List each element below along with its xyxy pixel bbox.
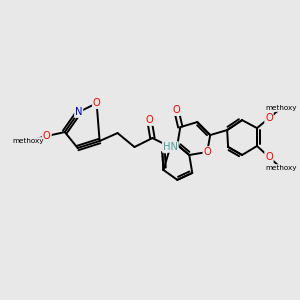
Text: O: O (43, 131, 51, 141)
Text: O: O (43, 131, 51, 141)
Text: O: O (203, 147, 211, 157)
Text: methoxy: methoxy (12, 138, 43, 144)
Text: methoxy: methoxy (265, 105, 297, 111)
Text: O: O (146, 115, 153, 125)
Text: methoxy: methoxy (13, 138, 43, 144)
Text: O: O (93, 98, 101, 108)
Text: O: O (265, 152, 273, 162)
Text: methoxy: methoxy (13, 138, 43, 144)
Text: N: N (75, 107, 82, 117)
Text: methoxy: methoxy (265, 165, 297, 171)
Text: methoxy: methoxy (12, 138, 43, 144)
Text: O: O (265, 113, 273, 123)
Text: methoxy: methoxy (266, 105, 296, 111)
Text: HN: HN (163, 142, 178, 152)
Text: O: O (172, 105, 180, 115)
Text: methoxy: methoxy (266, 165, 296, 171)
